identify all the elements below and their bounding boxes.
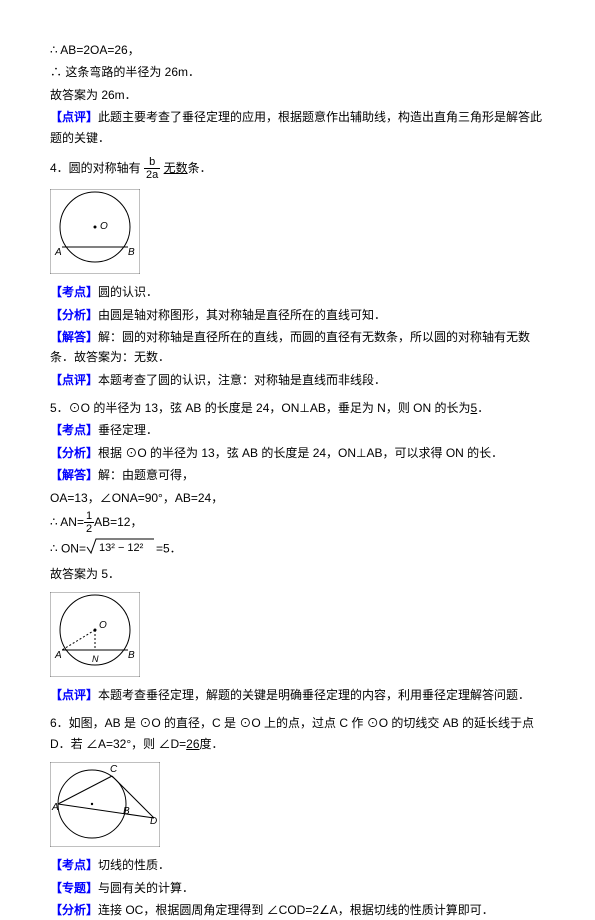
label-fenxi: 【分析】 bbox=[50, 446, 98, 460]
dianping-text: 本题考查垂径定理，解题的关键是明确垂径定理的内容，利用垂径定理解答问题． bbox=[98, 688, 530, 702]
label-fenxi: 【分析】 bbox=[50, 903, 98, 917]
fenxi-text: 连接 OC，根据圆周角定理得到 ∠COD=2∠A，根据切线的性质计算即可． bbox=[98, 903, 494, 917]
l4-pre: ∴ ON= bbox=[50, 542, 86, 556]
frac-num: 1 bbox=[84, 510, 94, 523]
label-kaodian: 【考点】 bbox=[50, 858, 98, 872]
prob5-line4: ∴ ON= 13² − 12² =5． bbox=[50, 537, 545, 561]
prob6-tail: 度． bbox=[200, 737, 224, 751]
prob4-tail: 条． bbox=[188, 161, 212, 175]
svg-text:D: D bbox=[150, 816, 157, 827]
problem-4-statement: 4．圆的对称轴有 b2a 无数条． bbox=[50, 156, 545, 181]
text-line: ∴ 这条弯路的半径为 26m． bbox=[50, 62, 545, 82]
fraction-half: 12 bbox=[84, 510, 94, 535]
prob4-kaodian: 【考点】圆的认识． bbox=[50, 282, 545, 302]
prob4-blank: 无数 bbox=[164, 161, 188, 175]
prob5-tail: ． bbox=[477, 401, 489, 415]
text-line: 故答案为 26m． bbox=[50, 85, 545, 105]
prob6-zhuanti: 【专题】与圆有关的计算． bbox=[50, 878, 545, 898]
jieda-text: 解：由题意可得， bbox=[98, 468, 194, 482]
prob4-head: 4．圆的对称轴有 bbox=[50, 161, 141, 175]
kaodian-text: 垂径定理． bbox=[98, 423, 158, 437]
prob5-line5: 故答案为 5． bbox=[50, 564, 545, 584]
frac-den: 2a bbox=[144, 169, 160, 181]
prob4-dianping: 【点评】本题考查了圆的认识，注意：对称轴是直线而非线段． bbox=[50, 370, 545, 390]
comment-text: 此题主要考查了垂径定理的应用，根据题意作出辅助线，构造出直角三角形是解答此题的关… bbox=[50, 110, 542, 144]
zhuanti-text: 与圆有关的计算． bbox=[98, 881, 194, 895]
label-kaodian: 【考点】 bbox=[50, 423, 98, 437]
prob6-fenxi: 【分析】连接 OC，根据圆周角定理得到 ∠COD=2∠A，根据切线的性质计算即可… bbox=[50, 900, 545, 920]
prob4-fenxi: 【分析】由圆是轴对称图形，其对称轴是直径所在的直线可知． bbox=[50, 305, 545, 325]
prob5-dianping: 【点评】本题考查垂径定理，解题的关键是明确垂径定理的内容，利用垂径定理解答问题． bbox=[50, 685, 545, 705]
label-kaodian: 【考点】 bbox=[50, 285, 98, 299]
figure-2: O A B N bbox=[50, 592, 545, 677]
svg-text:A: A bbox=[54, 650, 62, 661]
svg-text:A: A bbox=[54, 247, 62, 258]
svg-text:O: O bbox=[99, 620, 107, 631]
label-jieda: 【解答】 bbox=[50, 330, 98, 344]
prob5-text: 5．⊙O 的半径为 13，弦 AB 的长度是 24，ON⊥AB，垂足为 N，则 … bbox=[50, 401, 471, 415]
svg-text:13² − 12²: 13² − 12² bbox=[99, 542, 144, 554]
l4-post: =5． bbox=[156, 542, 182, 556]
l3-post: AB=12， bbox=[94, 515, 142, 529]
frac-num: b bbox=[144, 156, 160, 169]
fenxi-text: 由圆是轴对称图形，其对称轴是直径所在的直线可知． bbox=[98, 308, 386, 322]
prob4-jieda: 【解答】解：圆的对称轴是直径所在的直线，而圆的直径有无数条，所以圆的对称轴有无数… bbox=[50, 327, 545, 368]
svg-text:B: B bbox=[128, 247, 135, 258]
prob5-fenxi: 【分析】根据 ⊙O 的半径为 13，弦 AB 的长度是 24，ON⊥AB，可以求… bbox=[50, 443, 545, 463]
comment-block: 【点评】此题主要考查了垂径定理的应用，根据题意作出辅助线，构造出直角三角形是解答… bbox=[50, 107, 545, 148]
svg-text:C: C bbox=[110, 764, 118, 775]
prob6-kaodian: 【考点】切线的性质． bbox=[50, 855, 545, 875]
svg-text:O: O bbox=[100, 221, 108, 232]
prob5-line3: ∴ AN=12AB=12， bbox=[50, 510, 545, 535]
prob6-text: 6．如图，AB 是 ⊙O 的直径，C 是 ⊙O 上的点，过点 C 作 ⊙O 的切… bbox=[50, 716, 534, 750]
prob5-kaodian: 【考点】垂径定理． bbox=[50, 420, 545, 440]
l3-pre: ∴ AN= bbox=[50, 515, 84, 529]
fenxi-text: 根据 ⊙O 的半径为 13，弦 AB 的长度是 24，ON⊥AB，可以求得 ON… bbox=[98, 446, 503, 460]
kaodian-text: 切线的性质． bbox=[98, 858, 170, 872]
label-zhuanti: 【专题】 bbox=[50, 881, 98, 895]
frac-den: 2 bbox=[84, 523, 94, 535]
prob6-blank: 26 bbox=[186, 737, 199, 751]
label-dianping: 【点评】 bbox=[50, 688, 98, 702]
problem-6-statement: 6．如图，AB 是 ⊙O 的直径，C 是 ⊙O 上的点，过点 C 作 ⊙O 的切… bbox=[50, 713, 545, 754]
prob5-jieda: 【解答】解：由题意可得， bbox=[50, 465, 545, 485]
prob5-line2: OA=13，∠ONA=90°，AB=24， bbox=[50, 488, 545, 508]
figure-1: O A B bbox=[50, 189, 545, 274]
label-jieda: 【解答】 bbox=[50, 468, 98, 482]
label-fenxi: 【分析】 bbox=[50, 308, 98, 322]
svg-text:B: B bbox=[128, 650, 135, 661]
sqrt-expr: 13² − 12² bbox=[86, 537, 156, 561]
fraction-icon: b2a bbox=[144, 156, 160, 181]
figure-3: A B C D bbox=[50, 762, 545, 847]
svg-text:N: N bbox=[92, 654, 99, 664]
dianping-text: 本题考查了圆的认识，注意：对称轴是直线而非线段． bbox=[98, 373, 386, 387]
label-dianping: 【点评】 bbox=[50, 373, 98, 387]
label-dianping: 【点评】 bbox=[50, 110, 98, 124]
svg-text:A: A bbox=[51, 802, 59, 813]
text-line: ∴ AB=2OA=26， bbox=[50, 40, 545, 60]
svg-text:B: B bbox=[123, 806, 130, 817]
problem-5-statement: 5．⊙O 的半径为 13，弦 AB 的长度是 24，ON⊥AB，垂足为 N，则 … bbox=[50, 398, 545, 418]
jieda-text: 解：圆的对称轴是直径所在的直线，而圆的直径有无数条，所以圆的对称轴有无数条．故答… bbox=[50, 330, 530, 364]
kaodian-text: 圆的认识． bbox=[98, 285, 158, 299]
